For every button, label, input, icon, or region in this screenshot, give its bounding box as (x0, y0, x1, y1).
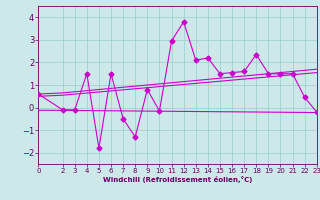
X-axis label: Windchill (Refroidissement éolien,°C): Windchill (Refroidissement éolien,°C) (103, 176, 252, 183)
